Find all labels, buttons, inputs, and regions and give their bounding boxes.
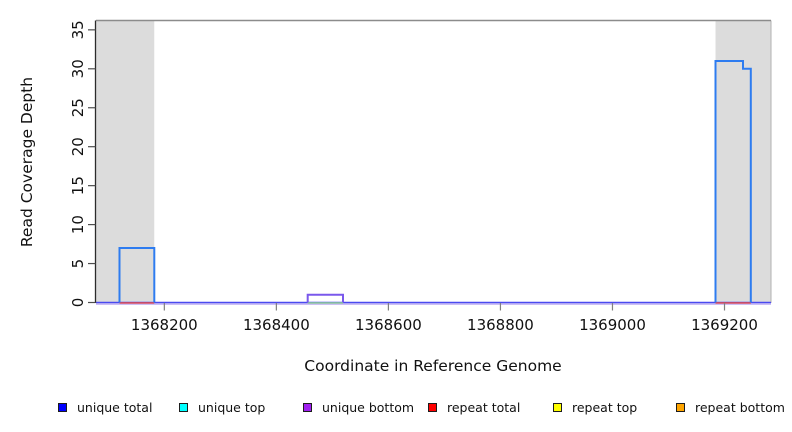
x-tick-label: 1368400 — [243, 316, 310, 334]
y-tick-label: 35 — [69, 20, 87, 39]
series-unique-total — [118, 247, 156, 303]
x-axis-title: Coordinate in Reference Genome — [304, 357, 562, 375]
y-axis-title: Read Coverage Depth — [18, 76, 36, 248]
x-tick-label: 1368200 — [131, 316, 198, 334]
y-tick-label: 20 — [69, 137, 87, 156]
y-tick-label: 10 — [69, 215, 87, 234]
y-tick-label: 5 — [69, 259, 87, 269]
y-tick-label: 25 — [69, 98, 87, 117]
x-tick-label: 1368600 — [355, 316, 422, 334]
x-tick-label: 1368800 — [467, 316, 534, 334]
series-unique-total — [714, 60, 752, 303]
series-unique-bottom — [306, 293, 344, 303]
left-gray-band — [96, 20, 155, 303]
y-tick-label: 0 — [69, 298, 87, 308]
y-tick-label: 30 — [69, 59, 87, 78]
x-tick-label: 1369200 — [691, 316, 758, 334]
y-tick-label: 15 — [69, 176, 87, 195]
x-tick-label: 1369000 — [579, 316, 646, 334]
